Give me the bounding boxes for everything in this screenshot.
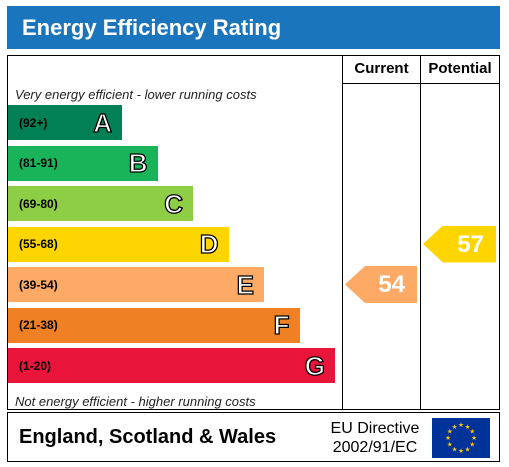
flag-star-icon: ★ [452, 424, 458, 431]
column-header-divider [342, 83, 500, 84]
band-e: (39-54) E [8, 267, 264, 302]
band-a: (92+) A [8, 105, 122, 140]
flag-star-icon: ★ [469, 429, 475, 436]
current-column-divider [342, 55, 343, 410]
band-range: (21-38) [19, 318, 58, 332]
footer-region: England, Scotland & Wales [19, 426, 277, 448]
flag-star-icon: ★ [471, 435, 477, 442]
chart-title: Energy Efficiency Rating [7, 6, 500, 49]
potential-rating-value: 57 [457, 230, 484, 258]
band-letter: E [236, 269, 255, 300]
eu-directive: EU Directive 2002/91/EC [325, 419, 425, 457]
band-d: (55-68) D [8, 226, 229, 262]
band-range: (1-20) [19, 358, 52, 373]
footer-box [7, 412, 500, 462]
band-letter: B [128, 148, 148, 178]
current-column-header: Current [354, 60, 409, 77]
band-range: (55-68) [19, 237, 58, 251]
band-letter: G [304, 350, 326, 381]
bottom-note: Not energy efficient - higher running co… [15, 394, 256, 409]
flag-star-icon: ★ [465, 424, 471, 431]
eu-flag-icon: ★ ★★★★★★★★★★★ [432, 418, 490, 458]
band-range: (69-80) [19, 196, 58, 211]
flag-star-icon: ★ [458, 448, 464, 455]
eu-directive-line1: EU Directive [330, 420, 420, 437]
flag-star-icon: ★ [452, 446, 458, 453]
band-f: (21-38) F [8, 307, 300, 343]
flag-star-icon: ★ [465, 446, 471, 453]
flag-star-icon: ★ [447, 442, 453, 449]
potential-column-header: Potential [428, 60, 492, 77]
flag-star-icon: ★ [458, 422, 464, 429]
band-range: (92+) [19, 115, 48, 130]
band-b: (81-91) B [8, 145, 158, 181]
band-range: (39-54) [19, 277, 58, 292]
flag-star-icon: ★ [447, 429, 453, 436]
band-letter: C [164, 188, 184, 219]
band-letter: A [93, 107, 113, 138]
rating-frame [7, 55, 500, 410]
flag-star-icon: ★ [445, 435, 451, 442]
band-letter: F [273, 310, 290, 340]
potential-column-divider [420, 55, 421, 410]
eu-directive-line2: 2002/91/EC [332, 439, 418, 456]
band-letter: D [199, 229, 219, 259]
band-range: (81-91) [19, 156, 58, 170]
band-c: (69-80) C [8, 186, 193, 221]
flag-star-icon: ★ [469, 442, 475, 449]
band-g: (1-20) G [8, 348, 335, 383]
top-note: Very energy efficient - lower running co… [15, 87, 257, 102]
current-rating-value: 54 [378, 271, 405, 298]
